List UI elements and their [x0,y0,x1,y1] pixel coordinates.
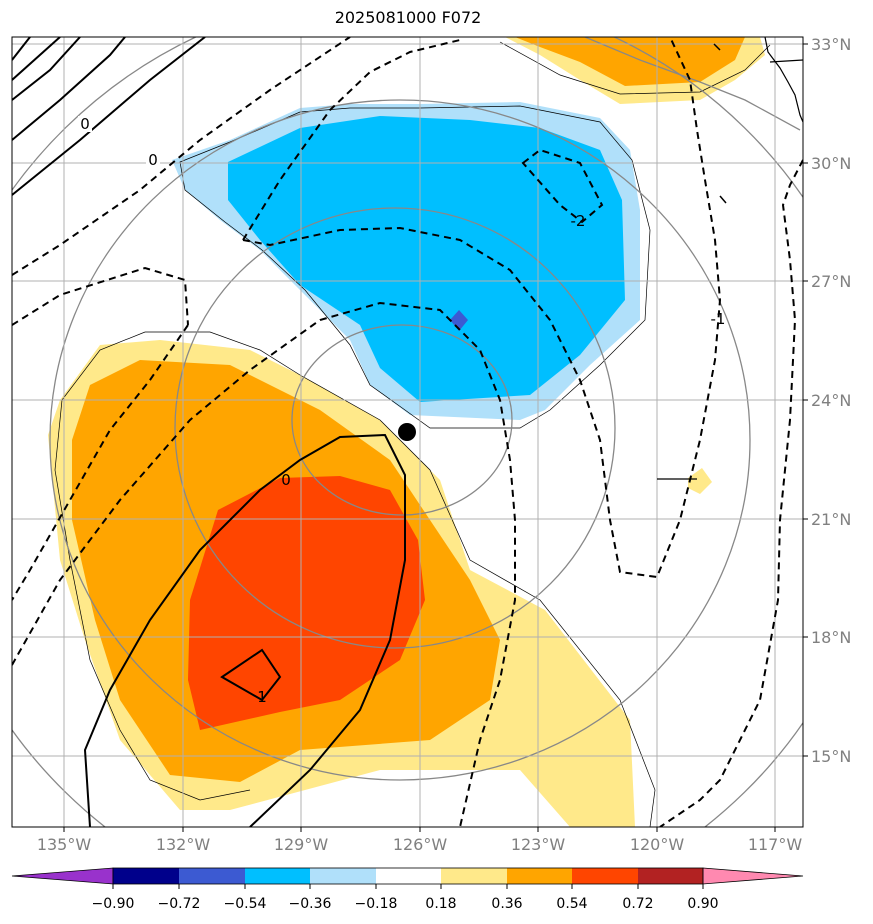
lat-label: 33°N [811,35,851,54]
longitude-labels: 135°W 132°W 129°W 126°W 123°W 120°W 117°… [37,835,803,854]
colorbar-tick-label: −0.54 [224,896,267,912]
colorbar-tick-label: −0.72 [158,896,201,912]
colorbar-tick-label: 0.54 [556,896,587,912]
negative-anomaly-area-core [228,116,625,402]
lat-label: 30°N [811,154,851,173]
contour-label: -2 [571,212,586,230]
lon-label: 123°W [511,835,566,854]
lon-label: 117°W [748,835,803,854]
coastline [764,37,803,123]
contour-label-layer: 0 0 -2 -1 0 1 [78,115,725,706]
colorbar-tick-label: 0.90 [687,896,718,912]
lon-label: 126°W [393,835,448,854]
colorbar-bin [638,868,703,884]
positive-anomaly-area-core [188,476,425,730]
contour-label: 1 [257,688,267,706]
contour-label: 0 [281,471,291,489]
lat-label: 27°N [811,272,851,291]
colorbar-tick-label: 0.72 [622,896,653,912]
latitude-labels: 33°N 30°N 27°N 24°N 21°N 18°N 15°N [811,35,851,766]
colorbar-tick-label: 0.36 [491,896,522,912]
contour-label: 0 [80,115,90,133]
colorbar-bin [245,868,310,884]
lon-label: 132°W [156,835,211,854]
solid-contour-layer [12,37,727,827]
map-frame [11,36,804,828]
contour-label: -1 [711,310,726,328]
lat-label: 21°N [811,510,851,529]
colorbar-bin [113,868,179,884]
colorbar-tick-label: 0.18 [425,896,456,912]
colorbar-extend-high [702,867,804,885]
lon-label: 120°W [630,835,685,854]
lat-label: 15°N [811,747,851,766]
dashed-contour-layer [12,37,803,827]
lat-label: 18°N [811,628,851,647]
axis-ticks [63,43,808,832]
lon-label: 129°W [274,835,329,854]
colorbar-bin [507,868,572,884]
colorbar-bin [179,868,245,884]
contour-label: 0 [148,151,158,169]
positive-anomaly-speck [688,468,712,494]
colorbar: −0.90 −0.72 −0.54 −0.36 −0.18 0.18 0.36 … [11,867,804,912]
lon-label: 135°W [37,835,92,854]
colorbar-extend-low [11,867,114,885]
colorbar-tick-label: −0.90 [92,896,135,912]
graticule [12,37,803,827]
negative-anomaly-speck [450,310,468,331]
colorbar-bin [310,868,376,884]
colorbar-bin [572,868,638,884]
colorbar-bin [376,868,441,884]
map-title: 2025081000 F072 [334,8,482,27]
colorbar-tick-label: −0.18 [355,896,398,912]
lat-label: 24°N [811,391,851,410]
shaded-field-layer [48,37,765,827]
storm-center-marker [398,423,416,441]
colorbar-bin [441,868,507,884]
shade-outline-layer [54,41,771,827]
colorbar-tick-label: −0.36 [289,896,332,912]
